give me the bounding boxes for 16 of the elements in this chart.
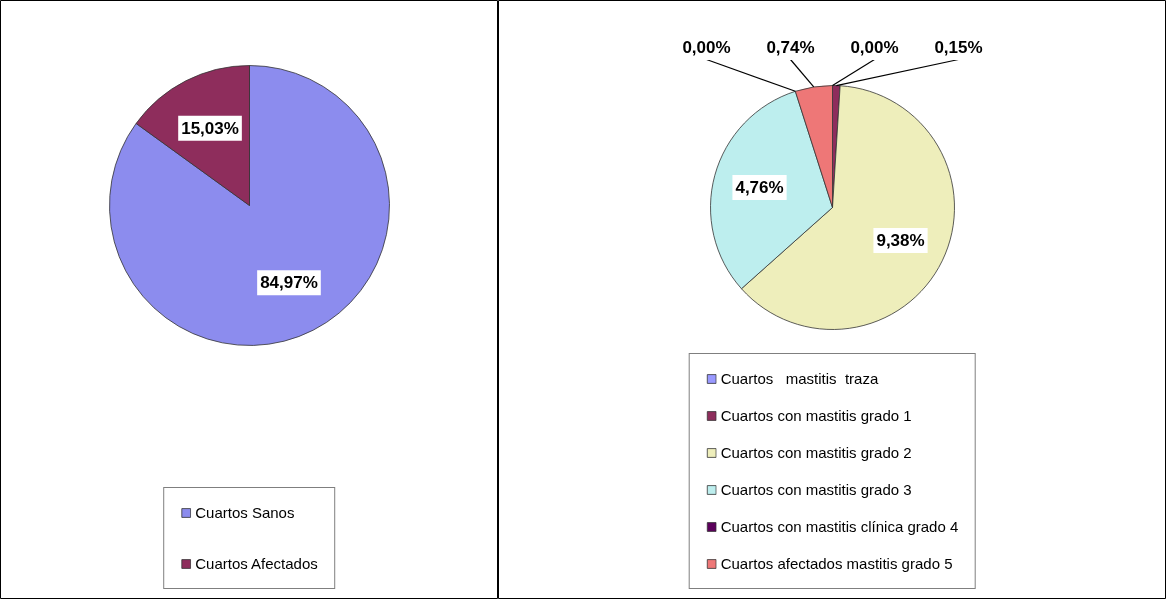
data-label: 4,76% bbox=[735, 178, 784, 198]
data-label: 9,38% bbox=[876, 231, 925, 251]
legend-label: Cuartos Afectados bbox=[195, 555, 318, 572]
legend-label: Cuartos con mastitis clínica grado 4 bbox=[720, 518, 959, 535]
data-label: 15,03% bbox=[181, 118, 239, 138]
legend-label: Cuartos mastitis traza bbox=[720, 370, 879, 387]
legend-label: Cuartos con mastitis grado 3 bbox=[720, 481, 912, 498]
text: 0,00% bbox=[850, 38, 899, 57]
data-label: 0,15% bbox=[934, 38, 983, 57]
legend-label: Cuartos con mastitis grado 2 bbox=[720, 444, 912, 461]
text: 0,00% bbox=[682, 38, 731, 57]
legend-label: Cuartos Sanos bbox=[195, 504, 295, 521]
data-label: 0,74% bbox=[766, 38, 815, 57]
data-label: 84,97% bbox=[260, 273, 318, 293]
legend-label: Cuartos afectados mastitis grado 5 bbox=[720, 555, 953, 572]
legend-label: Cuartos con mastitis grado 1 bbox=[720, 407, 912, 424]
